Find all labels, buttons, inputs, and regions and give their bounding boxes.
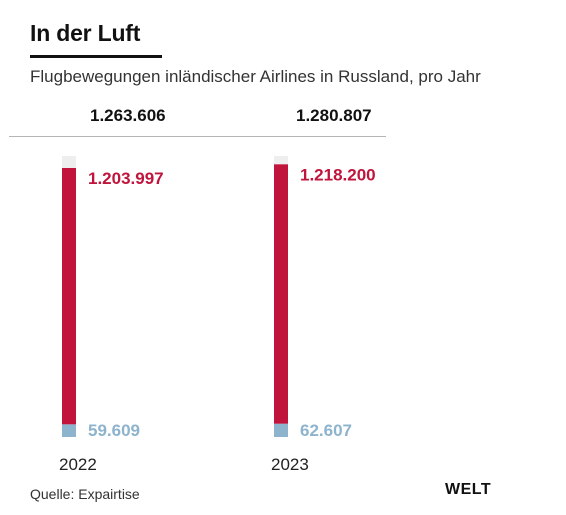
title-underline: [30, 55, 162, 58]
data-label-2023-1: 1.218.200: [300, 165, 376, 184]
source-note: Quelle: Expairtise: [30, 486, 140, 502]
bar-segment-2022-1: [62, 168, 76, 425]
x-tick-label-2022: 2022: [59, 455, 97, 474]
chart-subtitle: Flugbewegungen inländischer Airlines in …: [30, 67, 481, 86]
total-label-2022: 1.263.606: [90, 106, 166, 125]
bar-segment-2023-1: [274, 164, 288, 424]
x-tick-label-2023: 2023: [271, 455, 309, 474]
data-label-2022-0: 59.609: [88, 421, 140, 440]
data-label-2022-1: 1.203.997: [88, 169, 164, 188]
welt-logo: WELT: [445, 481, 492, 498]
bar-segment-2022-0: [62, 424, 76, 437]
chart-title: In der Luft: [30, 20, 141, 46]
bar-segment-2023-0: [274, 423, 288, 437]
data-label-2023-0: 62.607: [300, 421, 352, 440]
totals-divider: [9, 136, 386, 137]
total-label-2023: 1.280.807: [296, 106, 372, 125]
